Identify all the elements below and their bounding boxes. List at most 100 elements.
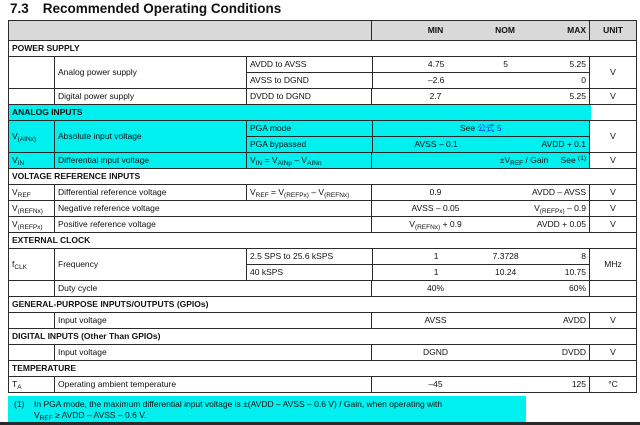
formula-5-link[interactable]: 公式 5 (477, 123, 502, 133)
section-label: TEMPERATURE (12, 363, 77, 373)
section-analog-inputs: ANALOG INPUTS (9, 104, 636, 120)
min-value: AVSS (424, 315, 447, 325)
cell-values: 1 10.24 10.75 (371, 265, 589, 280)
footnote-sub: REF (39, 415, 53, 422)
value-sub: REF (510, 160, 524, 167)
page-bottom-border (0, 422, 640, 425)
cell-values: DGND DVDD (371, 345, 589, 360)
section-power-supply: POWER SUPPLY (9, 40, 636, 56)
max-value: 60% (568, 283, 586, 293)
condition-value-stack: AVDD to AVSS 4.75 5 5.25 AVSS to DGND –2… (246, 57, 589, 88)
cell-parameter: Input voltage (54, 313, 371, 328)
see-text: See (560, 155, 579, 165)
cell-parameter: Negative reference voltage (54, 201, 371, 216)
nom-value: 10.24 (495, 267, 517, 277)
row-analog-power-supply: Analog power supply AVDD to AVSS 4.75 5 … (9, 56, 636, 88)
cell-parameter: Duty cycle (54, 281, 371, 296)
cell-symbol: V(AINx) (9, 121, 54, 152)
row-differential-input-voltage: VIN Differential input voltage VIN = VAI… (9, 152, 636, 168)
min-value: DGND (422, 347, 449, 357)
cell-symbol (9, 345, 54, 360)
cell-values: 0.9 AVDD – AVSS (371, 185, 589, 200)
min-value: –2.6 (427, 75, 445, 85)
max-value: AVDD (563, 315, 586, 325)
max-value: 8 (581, 251, 586, 261)
formula-sub: REF (255, 192, 269, 199)
row-digital-input-voltage: Input voltage DGND DVDD V (9, 344, 636, 360)
cell-symbol (9, 57, 54, 88)
section-voltage-reference-inputs: VOLTAGE REFERENCE INPUTS (9, 168, 636, 184)
header-nom: NOM (495, 25, 515, 35)
row-duty-cycle: Duty cycle 40% 60% (9, 280, 636, 296)
section-external-clock: EXTERNAL CLOCK (9, 232, 636, 248)
cell-values: AVSS – 0.1 AVDD + 0.1 (371, 137, 589, 152)
footnote-line-2: VREF ≥ AVDD – AVSS – 0.6 V. (34, 410, 442, 422)
min-value: V(REFNx) + 0.9 (372, 217, 499, 232)
cell-condition: 2.5 SPS to 25.6 kSPS (250, 251, 334, 261)
cell-unit: V (589, 217, 636, 232)
vref-gain-value: ±VREF / Gain (438, 153, 589, 168)
cell-unit: V (589, 89, 636, 104)
header-max: MAX (567, 25, 586, 35)
cell-values: AVSS – 0.05 V(REFPx) – 0.9 (371, 201, 589, 216)
cell-values: 4.75 5 5.25 (371, 57, 589, 72)
cell-symbol: V(REFNx) (9, 201, 54, 216)
symbol-base: V (12, 155, 18, 165)
header-min: MIN (427, 25, 444, 35)
cell-unit: V (589, 153, 636, 168)
nom-value: 5 (503, 59, 508, 69)
cell-parameter: Absolute input voltage (54, 121, 246, 152)
header-values-cell: MIN NOM MAX (371, 21, 589, 40)
section-label: GENERAL-PURPOSE INPUTS/OUTPUTS (GPIOs) (12, 299, 209, 309)
cell-values: AVSS AVDD (371, 313, 589, 328)
cell-values: ±VREF / Gain See (1) (371, 153, 589, 168)
subrow-avdd-avss: AVDD to AVSS 4.75 5 5.25 (247, 57, 589, 72)
max-value: AVDD + 0.1 (541, 139, 587, 149)
max-value: 10.75 (564, 267, 586, 277)
formula-sub: (REFPx) (284, 192, 309, 199)
min-value: AVSS – 0.05 (411, 203, 460, 213)
value-sub: (REFNx) (414, 224, 441, 231)
cell-unit (589, 281, 636, 296)
cell-condition: 40 kSPS (250, 267, 284, 277)
formula-part: V (250, 155, 256, 165)
footnote-part: V (34, 410, 40, 420)
value-part: / Gain (523, 155, 549, 165)
section-title: 7.3 Recommended Operating Conditions (10, 1, 281, 16)
cell-unit: V (589, 201, 636, 216)
cell-condition: AVSS to DGND (250, 75, 309, 85)
header-unit: UNIT (589, 21, 636, 40)
row-absolute-input-voltage: V(AINx) Absolute input voltage PGA mode … (9, 120, 636, 152)
condition-value-stack: PGA mode See 公式 5 PGA bypassed AVSS – 0.… (246, 121, 589, 152)
footnote-1: (1) In PGA mode, the maximum differentia… (8, 396, 526, 424)
section-label: VOLTAGE REFERENCE INPUTS (12, 171, 141, 181)
symbol-base: V (12, 219, 18, 229)
formula-part: – V (308, 187, 325, 197)
min-value: –45 (428, 379, 443, 389)
min-value: 1 (433, 267, 439, 277)
see-footnote-value: See (1) (561, 153, 586, 168)
formula-sub: AINn (307, 160, 322, 167)
cell-condition: PGA mode (247, 121, 372, 136)
footnote-1-ref[interactable]: (1) (578, 155, 586, 162)
cell-parameter: Positive reference voltage (54, 217, 371, 232)
min-value: 40% (426, 283, 444, 293)
row-operating-ambient-temperature: TA Operating ambient temperature –45 125… (9, 376, 636, 392)
value-part: – 0.9 (564, 203, 586, 213)
footnote-body: In PGA mode, the maximum differential in… (34, 399, 442, 422)
min-value: AVSS – 0.1 (414, 139, 458, 149)
min-value: 0.9 (429, 187, 442, 197)
formula-part: V (250, 187, 256, 197)
min-value: 2.7 (429, 91, 442, 101)
value-sub: (REFPx) (539, 208, 565, 215)
cell-unit: V (589, 121, 636, 152)
symbol-base: f (12, 259, 15, 269)
cell-unit: V (589, 185, 636, 200)
max-value: 125 (571, 379, 586, 389)
cell-parameter: Frequency (54, 249, 246, 280)
cell-values: –2.6 0 (371, 73, 589, 88)
max-value: DVDD (561, 347, 586, 357)
cell-unit: V (589, 57, 636, 88)
value-part: ±V (499, 155, 511, 165)
see-equation-value: See 公式 5 (373, 121, 589, 136)
